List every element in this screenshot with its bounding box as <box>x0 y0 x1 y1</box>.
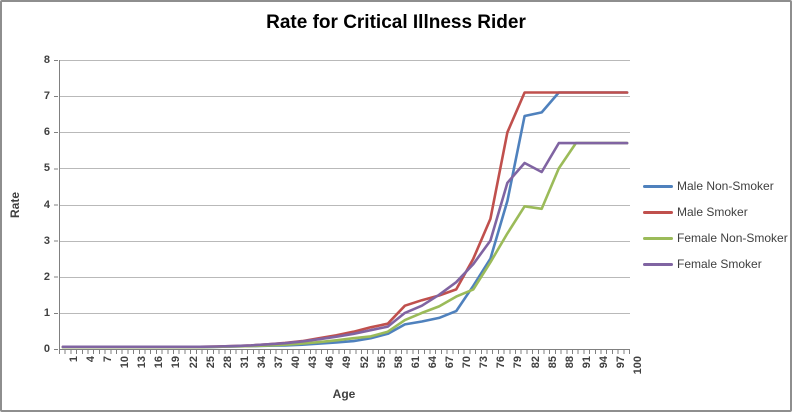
x-tick-label: 13 <box>136 356 149 369</box>
legend-item-female-smoker: Female Smoker <box>643 257 790 271</box>
y-tick-label: 8 <box>43 54 50 66</box>
y-tick-label: 3 <box>43 234 50 247</box>
series-lines <box>61 91 629 349</box>
x-tick-label: 10 <box>119 356 132 369</box>
y-tick-label: 5 <box>43 162 50 175</box>
x-tick-label: 34 <box>255 356 268 369</box>
plot-area <box>59 60 630 350</box>
x-tick-label: 94 <box>597 356 610 369</box>
x-tick-label: 67 <box>444 356 457 369</box>
x-tick-label: 73 <box>478 356 491 369</box>
gridline-y-7 <box>60 96 630 98</box>
gridline-y-1 <box>60 312 630 314</box>
x-tick-label: 58 <box>392 356 405 369</box>
x-tick-label: 79 <box>512 356 525 369</box>
x-tick-label: 61 <box>409 356 422 369</box>
chart-title: Rate for Critical Illness Rider <box>266 12 526 33</box>
x-tick-label: 52 <box>358 356 371 369</box>
legend-item-female-non-smoker: Female Non-Smoker <box>643 231 790 245</box>
x-tick-label: 40 <box>290 356 303 369</box>
legend-item-male-non-smoker: Male Non-Smoker <box>643 179 790 193</box>
x-tick-label: 7 <box>102 356 115 363</box>
x-tick-label: 28 <box>221 356 234 369</box>
y-axis-title: Rate <box>8 192 22 219</box>
x-tick-label: 64 <box>426 356 439 369</box>
gridline-y-2 <box>60 276 630 278</box>
x-tick-label: 19 <box>170 356 183 369</box>
legend-line-swatch-female-smoker <box>643 262 673 266</box>
x-tick-label: 49 <box>341 356 354 369</box>
legend-label: Male Non-Smoker <box>677 179 774 193</box>
y-tick-label: 6 <box>43 126 50 139</box>
x-tick-label: 100 <box>632 356 645 375</box>
x-tick-label: 97 <box>615 356 628 369</box>
legend-line-swatch-male-non-smoker <box>643 184 673 188</box>
gridline-y-5 <box>60 168 630 170</box>
legend-label: Female Smoker <box>677 257 762 271</box>
x-tick-label: 1 <box>67 356 80 363</box>
y-tick-label: 7 <box>43 90 50 103</box>
y-tick-label: 2 <box>43 270 50 283</box>
gridline-y-3 <box>60 240 630 242</box>
x-tick-label: 22 <box>187 356 200 369</box>
series-line-female-smoker <box>61 141 629 349</box>
x-axis-ticks <box>59 350 630 354</box>
y-tick-label: 1 <box>43 306 50 319</box>
series-line-male-non-smoker <box>61 91 629 349</box>
x-tick-label: 46 <box>324 356 337 369</box>
legend-item-male-smoker: Male Smoker <box>643 205 790 219</box>
gridline-y-4 <box>60 204 630 206</box>
x-tick-label: 16 <box>153 356 166 369</box>
x-tick-label: 55 <box>375 356 388 369</box>
x-tick-label: 4 <box>84 356 97 363</box>
x-tick-label: 31 <box>238 356 251 369</box>
x-tick-label: 76 <box>495 356 508 369</box>
legend-line-swatch-female-non-smoker <box>643 236 673 240</box>
legend: Male Non-Smoker Male Smoker Female Non-Smo… <box>643 179 790 271</box>
gridline-y-6 <box>60 132 630 134</box>
y-tick-label: 4 <box>43 198 50 211</box>
x-tick-label: 25 <box>204 356 217 369</box>
x-tick-label: 82 <box>529 356 542 369</box>
x-tick-label: 70 <box>461 356 474 369</box>
series-line-male-smoker <box>61 91 629 349</box>
series-line-female-non-smoker <box>61 141 629 349</box>
y-axis-ticks <box>54 60 58 350</box>
legend-line-swatch-male-smoker <box>643 210 673 214</box>
legend-label: Male Smoker <box>677 205 748 219</box>
x-tick-label: 43 <box>307 356 320 369</box>
y-tick-label: 0 <box>43 343 50 355</box>
x-tick-label: 85 <box>546 356 559 369</box>
legend-label: Female Non-Smoker <box>677 231 788 245</box>
x-tick-label: 88 <box>563 356 576 369</box>
x-tick-label: 37 <box>273 356 286 369</box>
x-tick-label: 91 <box>580 356 593 369</box>
x-axis-title: Age <box>332 387 356 401</box>
gridline-y-8 <box>60 60 630 61</box>
